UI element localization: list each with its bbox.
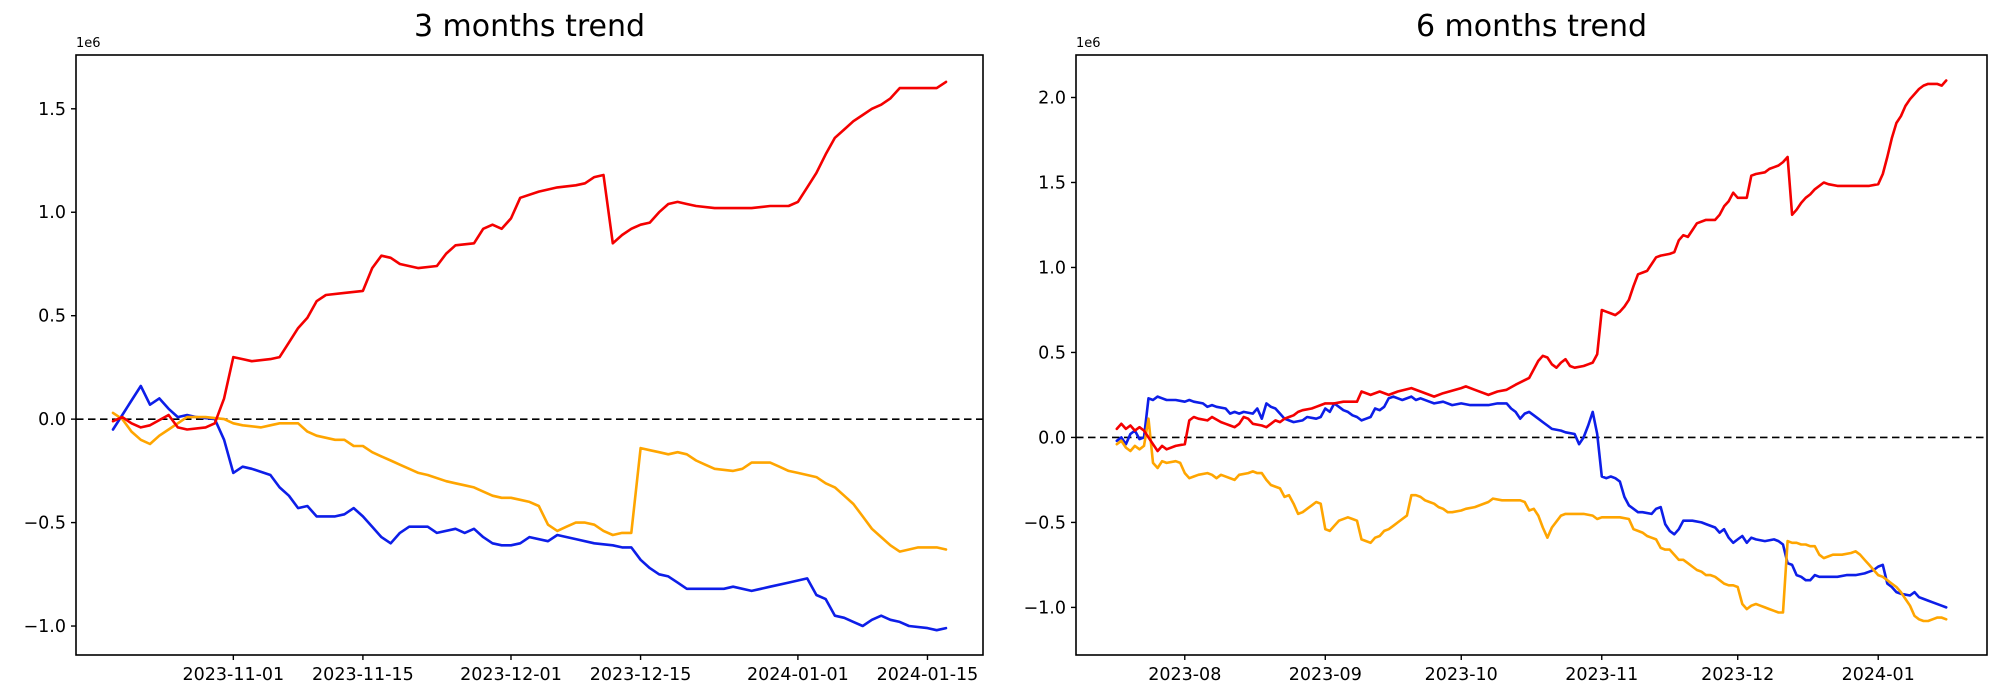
y-tick-label: −0.5 <box>1024 513 1067 533</box>
y-tick-label: 1.0 <box>1038 258 1066 278</box>
y-tick-label: 1.5 <box>38 100 66 120</box>
y-tick-label: 0.5 <box>1038 343 1066 363</box>
series-orange-line <box>1115 417 1948 623</box>
series-blue-line <box>1115 395 1948 609</box>
series-red-line <box>1115 79 1948 453</box>
chart-3-months-trend: 3 months trend 1e6 −1.0 −0.5 0.0 0.5 1.0 1.5 202… <box>24 9 984 685</box>
axis-offset-label: 1e6 <box>1076 36 1101 51</box>
plot-border <box>1075 54 1988 656</box>
chart-title: 3 months trend <box>414 9 645 44</box>
x-tick-label: 2023-11-01 <box>182 665 284 685</box>
x-tick-label: 2023-12 <box>1701 665 1774 685</box>
x-tick-label: 2023-12-15 <box>590 665 692 685</box>
y-tick-label: −1.0 <box>1024 598 1067 618</box>
x-tick-label: 2023-09 <box>1289 665 1362 685</box>
x-tick-label: 2024-01-15 <box>877 665 979 685</box>
chart-canvas: 6 months trend 1e6 −1.0 −0.5 0.0 0.5 1.0 1.5 2.0… <box>1024 9 1988 685</box>
x-tick-label: 2023-08 <box>1148 665 1221 685</box>
x-tick-label: 2023-12-01 <box>460 665 562 685</box>
chart-canvas: 3 months trend 1e6 −1.0 −0.5 0.0 0.5 1.0 1.5 202… <box>24 9 984 685</box>
chart-title: 6 months trend <box>1416 9 1647 44</box>
x-tick-label: 2024-01 <box>1842 665 1915 685</box>
y-tick-label: 0.0 <box>38 410 66 430</box>
y-tick-label: 1.0 <box>38 203 66 223</box>
y-tick-label: 0.5 <box>38 307 66 327</box>
x-tick-label: 2023-10 <box>1425 665 1498 685</box>
x-tick-label: 2023-11 <box>1565 665 1638 685</box>
x-tick-label: 2023-11-15 <box>312 665 414 685</box>
series-blue-line <box>111 384 948 632</box>
plot-border <box>75 54 984 656</box>
x-tick-label: 2024-01-01 <box>747 665 849 685</box>
y-tick-label: 0.0 <box>1038 428 1066 448</box>
y-tick-label: 2.0 <box>1038 88 1066 108</box>
y-tick-label: −1.0 <box>24 617 67 637</box>
y-tick-label: −0.5 <box>24 514 67 534</box>
y-tick-label: 1.5 <box>1038 173 1066 193</box>
chart-6-months-trend: 6 months trend 1e6 −1.0 −0.5 0.0 0.5 1.0 1.5 2.0… <box>1000 0 2000 700</box>
series-red-line <box>111 80 948 431</box>
axis-offset-label: 1e6 <box>76 36 101 51</box>
series-orange-line <box>111 411 948 553</box>
